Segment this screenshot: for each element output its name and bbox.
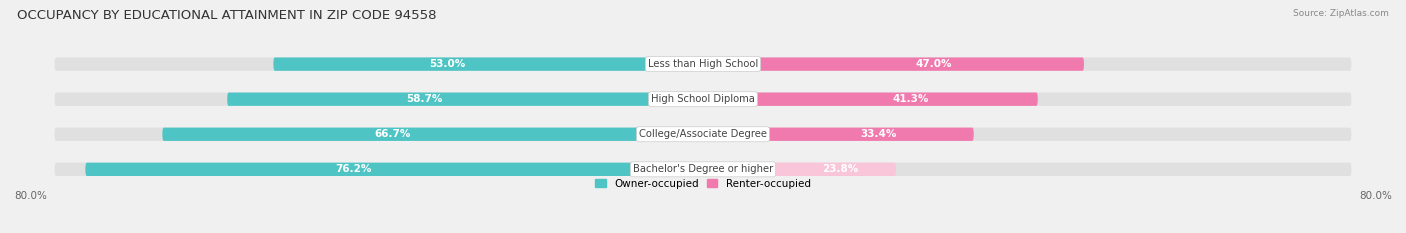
FancyBboxPatch shape <box>55 128 1351 141</box>
Text: 80.0%: 80.0% <box>1360 191 1392 201</box>
FancyBboxPatch shape <box>228 93 703 106</box>
FancyBboxPatch shape <box>703 93 1038 106</box>
Legend: Owner-occupied, Renter-occupied: Owner-occupied, Renter-occupied <box>595 179 811 189</box>
Text: 47.0%: 47.0% <box>915 59 952 69</box>
FancyBboxPatch shape <box>703 163 896 176</box>
Text: Source: ZipAtlas.com: Source: ZipAtlas.com <box>1294 9 1389 18</box>
Text: 41.3%: 41.3% <box>893 94 929 104</box>
Text: OCCUPANCY BY EDUCATIONAL ATTAINMENT IN ZIP CODE 94558: OCCUPANCY BY EDUCATIONAL ATTAINMENT IN Z… <box>17 9 436 22</box>
Text: 53.0%: 53.0% <box>430 59 465 69</box>
Text: 33.4%: 33.4% <box>860 129 897 139</box>
Text: 76.2%: 76.2% <box>336 164 371 174</box>
Text: 58.7%: 58.7% <box>406 94 443 104</box>
FancyBboxPatch shape <box>55 58 1351 71</box>
FancyBboxPatch shape <box>162 128 703 141</box>
Text: 23.8%: 23.8% <box>823 164 858 174</box>
FancyBboxPatch shape <box>703 128 974 141</box>
Text: College/Associate Degree: College/Associate Degree <box>638 129 768 139</box>
FancyBboxPatch shape <box>273 58 703 71</box>
Text: Less than High School: Less than High School <box>648 59 758 69</box>
Text: Bachelor's Degree or higher: Bachelor's Degree or higher <box>633 164 773 174</box>
Text: 66.7%: 66.7% <box>374 129 411 139</box>
FancyBboxPatch shape <box>86 163 703 176</box>
FancyBboxPatch shape <box>55 93 1351 106</box>
Text: 80.0%: 80.0% <box>14 191 46 201</box>
FancyBboxPatch shape <box>703 58 1084 71</box>
FancyBboxPatch shape <box>55 163 1351 176</box>
Text: High School Diploma: High School Diploma <box>651 94 755 104</box>
